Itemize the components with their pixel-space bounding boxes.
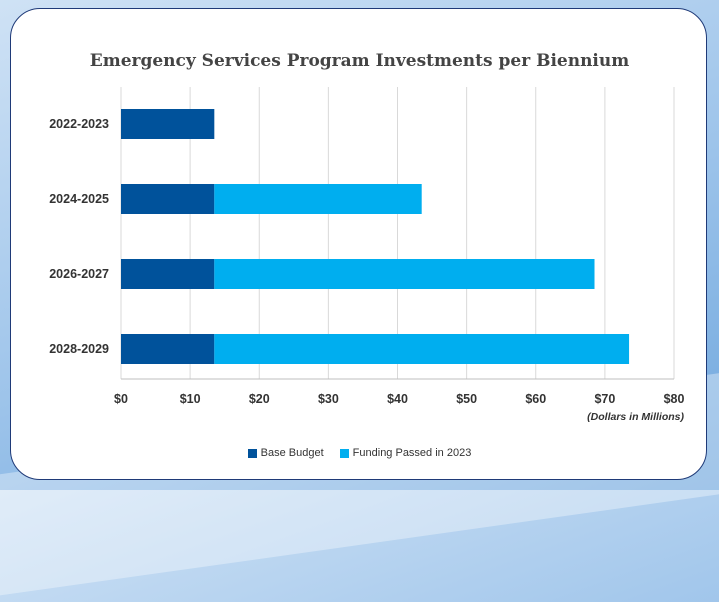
x-tick-label: $50 bbox=[456, 392, 477, 406]
category-label: 2028-2029 bbox=[49, 342, 109, 356]
x-axis-unit-note: (Dollars in Millions) bbox=[587, 411, 684, 423]
chart-plot: $0 $10 $20 $30 $40 $50 $60 $70 $80 (Dollars in Mi… bbox=[49, 87, 685, 423]
x-tick-label: $70 bbox=[594, 392, 615, 406]
x-tick-label: $80 bbox=[664, 392, 685, 406]
bar-funding-passed bbox=[214, 259, 595, 289]
bar-funding-passed bbox=[214, 184, 422, 214]
legend-item-base-budget: Base Budget bbox=[247, 447, 324, 459]
x-tick-label: $40 bbox=[387, 392, 408, 406]
legend-label-funding-passed: Funding Passed in 2023 bbox=[352, 447, 472, 459]
chart-title: Emergency Services Program Investments p… bbox=[89, 51, 630, 71]
category-label: 2022-2023 bbox=[49, 117, 109, 131]
bar-base-budget bbox=[121, 109, 215, 139]
legend-label-base-budget: Base Budget bbox=[260, 447, 324, 459]
x-tick-label: $30 bbox=[318, 392, 339, 406]
x-tick-label: $20 bbox=[249, 392, 270, 406]
x-tick-label: $10 bbox=[180, 392, 201, 406]
legend-swatch-funding-passed bbox=[339, 448, 349, 458]
bar-base-budget bbox=[121, 259, 215, 289]
x-tick-label: $0 bbox=[114, 392, 128, 406]
x-tick-label: $60 bbox=[525, 392, 546, 406]
category-label: 2024-2025 bbox=[49, 192, 109, 206]
bar-funding-passed bbox=[214, 334, 630, 364]
category-label: 2026-2027 bbox=[49, 267, 109, 281]
chart-card: Emergency Services Program Investments p… bbox=[10, 8, 707, 480]
legend-item-funding-passed: Funding Passed in 2023 bbox=[339, 447, 472, 459]
bar-base-budget bbox=[121, 184, 215, 214]
bar-base-budget bbox=[121, 334, 215, 364]
legend-swatch-base-budget bbox=[247, 448, 257, 458]
chart-legend: Base Budget Funding Passed in 2023 bbox=[11, 447, 706, 459]
